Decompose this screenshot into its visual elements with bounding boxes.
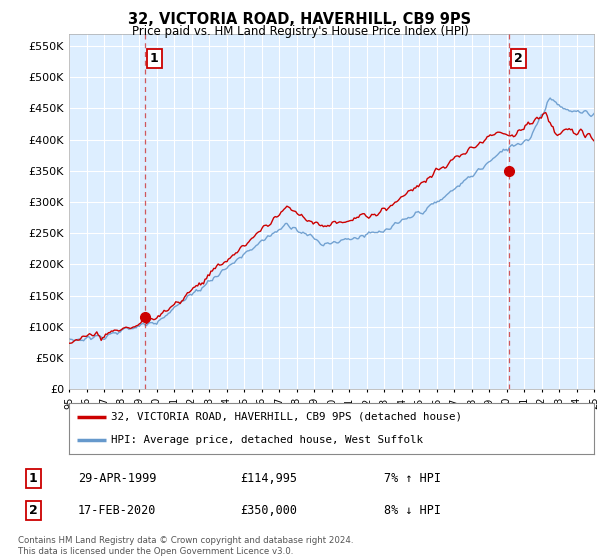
Text: £114,995: £114,995 [240,472,297,486]
Text: Contains HM Land Registry data © Crown copyright and database right 2024.
This d: Contains HM Land Registry data © Crown c… [18,536,353,556]
Text: 1: 1 [29,472,37,486]
Text: HPI: Average price, detached house, West Suffolk: HPI: Average price, detached house, West… [111,435,423,445]
Text: 32, VICTORIA ROAD, HAVERHILL, CB9 9PS (detached house): 32, VICTORIA ROAD, HAVERHILL, CB9 9PS (d… [111,412,462,422]
Text: 2: 2 [29,504,37,517]
Text: £350,000: £350,000 [240,504,297,517]
Text: Price paid vs. HM Land Registry's House Price Index (HPI): Price paid vs. HM Land Registry's House … [131,25,469,38]
Text: 17-FEB-2020: 17-FEB-2020 [78,504,157,517]
Text: 29-APR-1999: 29-APR-1999 [78,472,157,486]
Text: 7% ↑ HPI: 7% ↑ HPI [384,472,441,486]
Text: 32, VICTORIA ROAD, HAVERHILL, CB9 9PS: 32, VICTORIA ROAD, HAVERHILL, CB9 9PS [128,12,472,27]
Text: 2: 2 [514,52,523,65]
Text: 1: 1 [150,52,158,65]
Text: 8% ↓ HPI: 8% ↓ HPI [384,504,441,517]
